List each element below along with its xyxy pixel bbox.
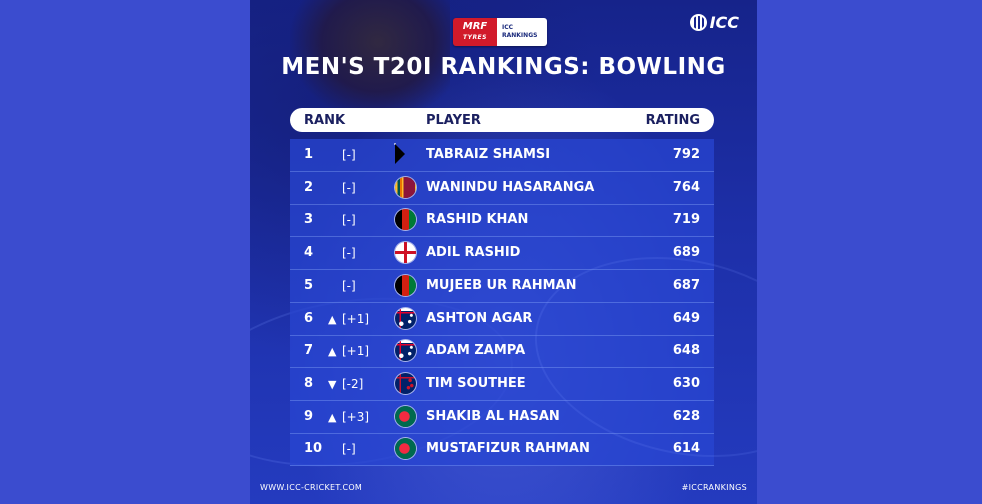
movement-arrow-icon: ▲ [328, 312, 337, 326]
player-rating: 764 [672, 179, 700, 195]
player-rating: 649 [672, 310, 700, 326]
sponsor-brand: MRF [462, 21, 488, 32]
table-row: 1 [-] TABRAIZ SHAMSI 792 [290, 139, 714, 172]
hashtag: #ICCRANKINGS [681, 483, 747, 492]
player-name: WANINDU HASARANGA [426, 179, 595, 195]
icc-logo-text: ICC [709, 13, 739, 32]
player-rating: 687 [672, 277, 700, 293]
sponsor-line-1: ICC [502, 24, 514, 31]
rankings-logo: ICC RANKINGS [497, 18, 547, 46]
rank-movement: [-] [342, 180, 356, 195]
player-name: ADAM ZAMPA [426, 343, 526, 359]
rank-movement: [+3] [342, 409, 370, 424]
rank-movement: [-2] [342, 376, 364, 391]
table-row: 3 [-] RASHID KHAN 719 [290, 204, 714, 238]
sponsor-logo: MRF TYRES ICC RANKINGS [453, 18, 547, 46]
rating-column-header: RATING [645, 113, 700, 128]
icc-logo: ICC [689, 13, 739, 32]
rank-column-header: RANK [304, 113, 346, 128]
rank-number: 10 [304, 441, 323, 457]
table-row: 9 ▲ [+3] SHAKIB AL HASAN 628 [290, 401, 714, 434]
mrf-logo: MRF TYRES [453, 18, 497, 46]
rank-number: 9 [304, 408, 314, 424]
afghanistan-flag-icon [395, 209, 416, 231]
rank-number: 5 [304, 277, 314, 293]
player-name: ADIL RASHID [426, 245, 521, 261]
england-flag-icon [395, 242, 416, 264]
rank-movement: [-] [342, 213, 356, 228]
player-name: TABRAIZ SHAMSI [426, 147, 551, 162]
sponsor-line-2: RANKINGS [502, 32, 538, 39]
rank-number: 2 [304, 179, 314, 195]
australia-flag-icon [395, 307, 416, 329]
table-row: 8 ▼ [-2] TIM SOUTHEE 630 [290, 368, 714, 401]
player-rating: 719 [672, 212, 700, 228]
rank-number: 6 [304, 310, 314, 326]
rank-movement: [-] [342, 442, 356, 457]
rank-number: 4 [304, 245, 314, 261]
movement-arrow-icon: ▼ [328, 377, 337, 391]
table-row: 6 ▲ [+1] ASHTON AGAR 649 [290, 303, 714, 336]
table-row: 2 [-] WANINDU HASARANGA 764 [290, 172, 714, 205]
rank-movement: [-] [342, 278, 356, 293]
rankings-card: MRF TYRES ICC RANKINGS ICC MEN'S T20I RA… [250, 0, 757, 504]
sponsor-brand-sub: TYRES [463, 34, 487, 41]
player-name: TIM SOUTHEE [426, 375, 526, 391]
rank-movement: [+1] [342, 311, 370, 326]
table-header: RANK PLAYER RATING [290, 108, 714, 132]
player-rating: 630 [672, 375, 700, 391]
rank-number: 8 [304, 375, 314, 391]
player-rating: 648 [672, 343, 700, 359]
sri-lanka-flag-icon [395, 176, 416, 198]
website-url: WWW.ICC-CRICKET.COM [260, 483, 363, 492]
player-name: RASHID KHAN [426, 212, 529, 228]
player-name: SHAKIB AL HASAN [426, 408, 560, 424]
player-rating: 614 [672, 441, 700, 457]
afghanistan-flag-icon [395, 274, 416, 296]
player-name: MUSTAFIZUR RAHMAN [426, 441, 590, 457]
table-row: 7 ▲ [+1] ADAM ZAMPA 648 [290, 335, 714, 369]
player-name: ASHTON AGAR [426, 310, 533, 326]
rank-number: 7 [304, 343, 314, 359]
australia-flag-icon [395, 340, 416, 362]
page-title: MEN'S T20I RANKINGS: BOWLING [281, 54, 726, 80]
bangladesh-flag-icon [395, 438, 416, 460]
player-column-header: PLAYER [426, 113, 481, 128]
movement-arrow-icon: ▲ [328, 410, 337, 424]
table-row: 10 [-] MUSTAFIZUR RAHMAN 614 [290, 433, 714, 467]
new-zealand-flag-icon [395, 372, 416, 394]
player-rating: 628 [672, 408, 700, 424]
rank-number: 3 [304, 212, 314, 228]
rankings-table: 1 [-] TABRAIZ SHAMSI 792 2 [-] WANINDU HASARAN… [290, 139, 714, 467]
table-row: 5 [-] MUJEEB UR RAHMAN 687 [290, 270, 714, 303]
globe-icon [689, 14, 707, 31]
rank-movement: [-] [342, 246, 356, 261]
rank-number: 1 [304, 147, 314, 162]
table-row: 4 [-] ADIL RASHID 689 [290, 237, 714, 271]
player-rating: 792 [672, 147, 700, 162]
player-photo [290, 0, 450, 120]
bangladesh-flag-icon [395, 405, 416, 427]
movement-arrow-icon: ▲ [328, 345, 337, 359]
rank-movement: [+1] [342, 344, 370, 359]
player-rating: 689 [672, 245, 700, 261]
rank-movement: [-] [342, 148, 356, 162]
player-name: MUJEEB UR RAHMAN [426, 277, 577, 293]
